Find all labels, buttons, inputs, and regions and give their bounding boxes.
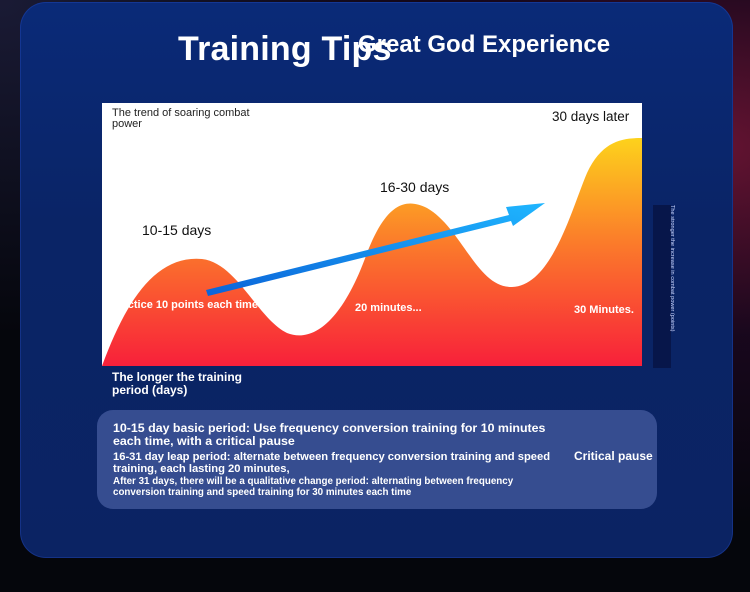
stage-note-1: Practice 10 points each time: [110, 299, 258, 311]
stage-label-1: 10-15 days: [142, 222, 212, 238]
page-title: Training Tips: [178, 30, 392, 68]
stage-label-3: 30 days later: [552, 109, 630, 124]
x-axis-label: The longer the training period (days): [112, 370, 243, 397]
training-notes-box: 10-15 day basic period: Use frequency co…: [97, 410, 657, 509]
y-axis-label: The stronger the increase in combat powe…: [669, 205, 675, 332]
stage-note-3: 30 Minutes.: [574, 304, 634, 316]
note-basic-period: 10-15 day basic period: Use frequency co…: [113, 421, 546, 448]
note-leap-period: 16-31 day leap period: alternate between…: [113, 451, 551, 475]
stage-label-2: 16-30 days: [380, 179, 450, 195]
chart-panel: The trend of soaring combat power 10-15 …: [102, 103, 642, 366]
growth-arrow: [206, 203, 545, 296]
trend-chart: [102, 138, 642, 366]
note-change-period: After 31 days, there will be a qualitati…: [113, 476, 514, 498]
stage-note-2: 20 minutes...: [355, 302, 422, 314]
critical-pause-label: Critical pause: [574, 449, 653, 463]
chart-title: The trend of soaring combat power: [112, 107, 250, 130]
y-axis-band: [653, 205, 671, 368]
page-subtitle: Great God Experience: [358, 31, 611, 58]
